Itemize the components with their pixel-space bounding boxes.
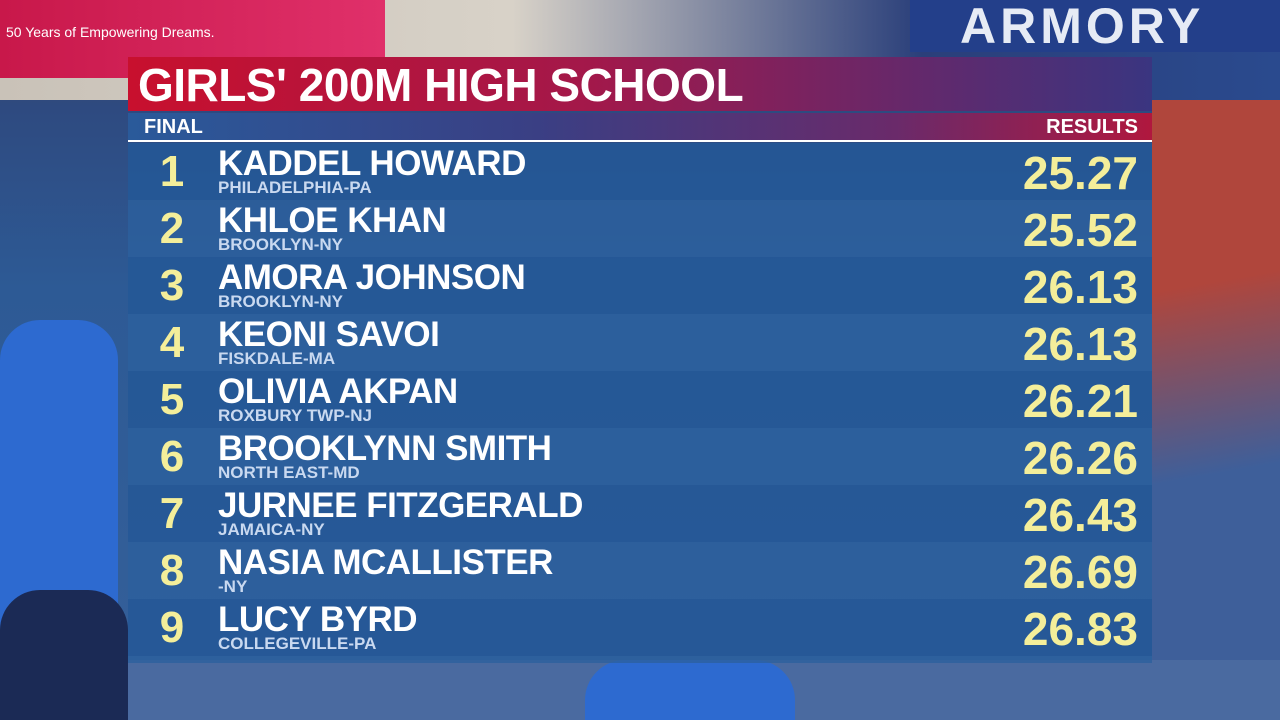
- athlete-name: KADDEL HOWARD: [218, 144, 526, 183]
- athlete-figure: [585, 660, 795, 720]
- result-time: 26.21: [1022, 375, 1138, 427]
- athlete-name: LUCY BYRD: [218, 600, 418, 639]
- result-time: 25.27: [1022, 147, 1138, 199]
- result-row: 5 OLIVIA AKPAN ROXBURY TWP-NJ 26.21: [128, 371, 1152, 428]
- place: 10: [152, 662, 201, 664]
- place: 6: [159, 432, 185, 481]
- athlete-name: JURNEE FITZGERALD: [218, 486, 583, 525]
- athlete-name: BROOKLYNN SMITH: [218, 429, 552, 468]
- athlete-team: NORTH EAST-MD: [218, 463, 360, 482]
- place: 9: [159, 603, 185, 652]
- place: 5: [159, 375, 185, 424]
- place: 4: [159, 318, 185, 367]
- track-background: [1152, 100, 1280, 720]
- place: 7: [159, 489, 185, 538]
- result-row: 8 NASIA MCALLISTER -NY 26.69: [128, 542, 1152, 599]
- result-row: 10 JENNIFER THOMAS: [128, 656, 1152, 663]
- result-time: 26.26: [1022, 432, 1138, 484]
- result-time: 26.13: [1022, 318, 1138, 370]
- round-label: FINAL: [144, 116, 203, 138]
- athlete-team: BROOKLYN-NY: [218, 235, 343, 254]
- scoreboard-subheader: FINAL RESULTS: [128, 113, 1152, 142]
- place: 8: [159, 546, 185, 595]
- staff-figure: [0, 590, 128, 720]
- place: 3: [159, 261, 185, 310]
- athlete-name: OLIVIA AKPAN: [218, 372, 458, 411]
- athlete-team: JAMAICA-NY: [218, 520, 325, 539]
- result-time: 26.83: [1022, 603, 1138, 655]
- event-title: GIRLS' 200M HIGH SCHOOL: [128, 57, 1152, 111]
- result-time: 26.43: [1022, 489, 1138, 541]
- athlete-team: -NY: [218, 577, 248, 596]
- result-time: 26.69: [1022, 546, 1138, 598]
- athlete-team: FISKDALE-MA: [218, 349, 336, 368]
- result-row: 7 JURNEE FITZGERALD JAMAICA-NY 26.43: [128, 485, 1152, 542]
- result-row: 9 LUCY BYRD COLLEGEVILLE-PA 26.83: [128, 599, 1152, 656]
- place: 1: [159, 147, 185, 196]
- athlete-name: JENNIFER THOMAS: [218, 658, 545, 664]
- athlete-team: BROOKLYN-NY: [218, 292, 343, 311]
- athlete-team: PHILADELPHIA-PA: [218, 178, 372, 197]
- result-row: 4 KEONI SAVOI FISKDALE-MA 26.13: [128, 314, 1152, 371]
- armory-sign: ARMORY: [910, 0, 1280, 52]
- banner-text: 50 Years of Empowering Dreams.: [6, 24, 215, 40]
- athlete-team: ROXBURY TWP-NJ: [218, 406, 372, 425]
- result-row: 1 KADDEL HOWARD PHILADELPHIA-PA 25.27: [128, 143, 1152, 200]
- results-list: 1 KADDEL HOWARD PHILADELPHIA-PA 25.27 2 KHLOE…: [128, 143, 1152, 663]
- athlete-name: AMORA JOHNSON: [218, 258, 526, 297]
- results-label: RESULTS: [1046, 116, 1138, 138]
- result-row: 6 BROOKLYNN SMITH NORTH EAST-MD 26.26: [128, 428, 1152, 485]
- athlete-name: KHLOE KHAN: [218, 201, 447, 240]
- result-row: 3 AMORA JOHNSON BROOKLYN-NY 26.13: [128, 257, 1152, 314]
- result-time: 26.13: [1022, 261, 1138, 313]
- place: 2: [159, 204, 185, 253]
- result-row: 2 KHLOE KHAN BROOKLYN-NY 25.52: [128, 200, 1152, 257]
- athlete-name: KEONI SAVOI: [218, 315, 440, 354]
- result-time: 25.52: [1022, 204, 1138, 256]
- athlete-name: NASIA MCALLISTER: [218, 543, 553, 582]
- athlete-team: COLLEGEVILLE-PA: [218, 634, 377, 653]
